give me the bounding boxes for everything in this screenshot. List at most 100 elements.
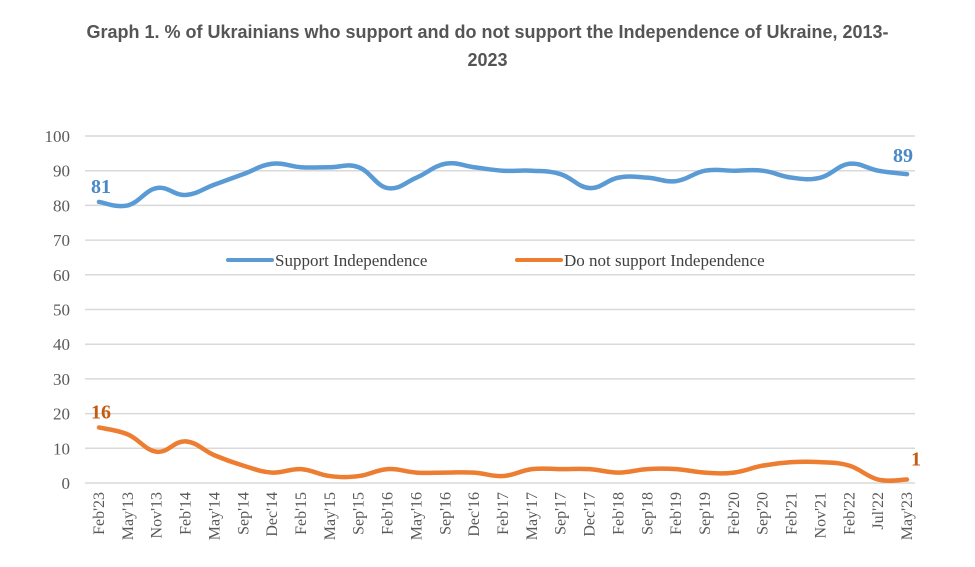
data-point-support xyxy=(761,169,765,173)
data-point-not-support xyxy=(559,467,563,471)
x-tick-label: Dec'14 xyxy=(264,492,281,537)
data-point-not-support xyxy=(414,471,418,475)
x-tick-label: Sep'14 xyxy=(235,492,252,535)
data-point-support xyxy=(674,179,678,183)
data-point-support xyxy=(876,169,880,173)
x-tick-label: Sep'15 xyxy=(351,492,368,535)
x-tick-label: Feb'20 xyxy=(726,492,743,535)
x-tick-label: Feb'14 xyxy=(178,492,195,535)
x-tick-label: May'15 xyxy=(322,492,339,540)
y-axis-ticks: 0 10 20 30 40 50 60 70 80 90 100 xyxy=(45,127,71,493)
x-tick-label: May'13 xyxy=(120,492,137,540)
y-tick-label: 40 xyxy=(53,335,70,354)
y-tick-label: 80 xyxy=(53,196,70,215)
x-tick-label: Feb'21 xyxy=(784,492,801,535)
legend-label-support: Support Independence xyxy=(275,251,427,270)
series-lines xyxy=(97,162,909,482)
data-point-not-support xyxy=(212,453,216,457)
x-tick-label: Feb'15 xyxy=(293,492,310,535)
x-tick-label: Sep'18 xyxy=(639,492,656,535)
x-tick-label: Feb'18 xyxy=(610,492,627,535)
data-point-support xyxy=(443,162,447,166)
data-point-not-support xyxy=(357,474,361,478)
data-point-not-support xyxy=(905,478,909,482)
data-point-not-support xyxy=(703,471,707,475)
data-point-not-support xyxy=(790,460,794,464)
data-point-support xyxy=(905,172,909,176)
data-label-last-support: 89 xyxy=(893,145,913,167)
data-point-support xyxy=(645,176,649,180)
data-point-support xyxy=(616,176,620,180)
legend: Support Independence Do not support Inde… xyxy=(228,251,765,270)
y-tick-label: 30 xyxy=(53,370,70,389)
x-tick-label: May'17 xyxy=(524,492,541,540)
data-label-first-support: 81 xyxy=(91,176,111,198)
y-tick-label: 100 xyxy=(45,127,71,146)
data-point-support xyxy=(588,186,592,190)
data-point-support xyxy=(530,169,534,173)
x-tick-label: Feb'19 xyxy=(668,492,685,535)
x-tick-label: Sep'16 xyxy=(437,492,454,535)
y-tick-label: 70 xyxy=(53,231,70,250)
data-point-support xyxy=(847,162,851,166)
data-point-not-support xyxy=(645,467,649,471)
data-point-not-support xyxy=(588,467,592,471)
data-point-support xyxy=(386,186,390,190)
y-tick-label: 60 xyxy=(53,266,70,285)
x-tick-label: May'23 xyxy=(899,492,916,540)
x-tick-label: Dec'17 xyxy=(582,492,599,537)
x-tick-label: Nov'21 xyxy=(812,492,829,538)
x-tick-label: Feb'22 xyxy=(841,492,858,535)
data-point-support xyxy=(328,165,332,169)
data-point-not-support xyxy=(270,471,274,475)
data-point-support xyxy=(559,172,563,176)
x-tick-label: Feb'23 xyxy=(91,492,108,535)
data-point-not-support xyxy=(299,467,303,471)
data-point-support xyxy=(299,165,303,169)
x-tick-label: Nov'13 xyxy=(149,492,166,538)
data-point-support xyxy=(703,169,707,173)
x-tick-label: Sep'20 xyxy=(755,492,772,535)
data-point-support xyxy=(501,169,505,173)
x-tick-label: Sep'19 xyxy=(697,492,714,535)
data-point-not-support xyxy=(97,425,101,429)
data-point-not-support xyxy=(616,471,620,475)
x-tick-label: May'14 xyxy=(206,492,223,540)
data-point-not-support xyxy=(674,467,678,471)
data-point-not-support xyxy=(876,478,880,482)
data-point-not-support xyxy=(328,474,332,478)
data-point-support xyxy=(732,169,736,173)
data-point-support xyxy=(126,203,130,207)
data-point-not-support xyxy=(818,460,822,464)
data-point-support xyxy=(790,176,794,180)
data-label-first-not-support: 16 xyxy=(91,401,111,423)
data-point-support xyxy=(472,165,476,169)
data-point-not-support xyxy=(472,471,476,475)
data-point-not-support xyxy=(443,471,447,475)
y-tick-label: 10 xyxy=(53,439,70,458)
y-tick-label: 90 xyxy=(53,162,70,181)
data-point-support xyxy=(184,193,188,197)
data-point-not-support xyxy=(386,467,390,471)
data-point-support xyxy=(241,172,245,176)
data-point-not-support xyxy=(184,439,188,443)
data-point-support xyxy=(212,183,216,187)
data-point-not-support xyxy=(241,464,245,468)
data-point-support xyxy=(155,186,159,190)
legend-label-not-support: Do not support Independence xyxy=(564,251,765,270)
y-tick-label: 20 xyxy=(53,405,70,424)
data-point-not-support xyxy=(847,464,851,468)
x-axis-ticks: Feb'23 May'13 Nov'13 Feb'14 May'14 Sep'14 Dec'… xyxy=(91,492,916,540)
data-point-not-support xyxy=(155,450,159,454)
x-tick-label: Feb'16 xyxy=(380,492,397,535)
y-tick-label: 0 xyxy=(62,474,71,493)
x-tick-label: Feb'17 xyxy=(495,492,512,535)
x-tick-label: Jul'22 xyxy=(870,492,887,530)
x-tick-label: Sep'17 xyxy=(553,492,570,535)
x-tick-label: Dec'16 xyxy=(466,492,483,537)
data-point-support xyxy=(270,162,274,166)
data-point-not-support xyxy=(126,432,130,436)
data-point-not-support xyxy=(530,467,534,471)
data-labels: 81 89 16 1 xyxy=(91,145,921,470)
